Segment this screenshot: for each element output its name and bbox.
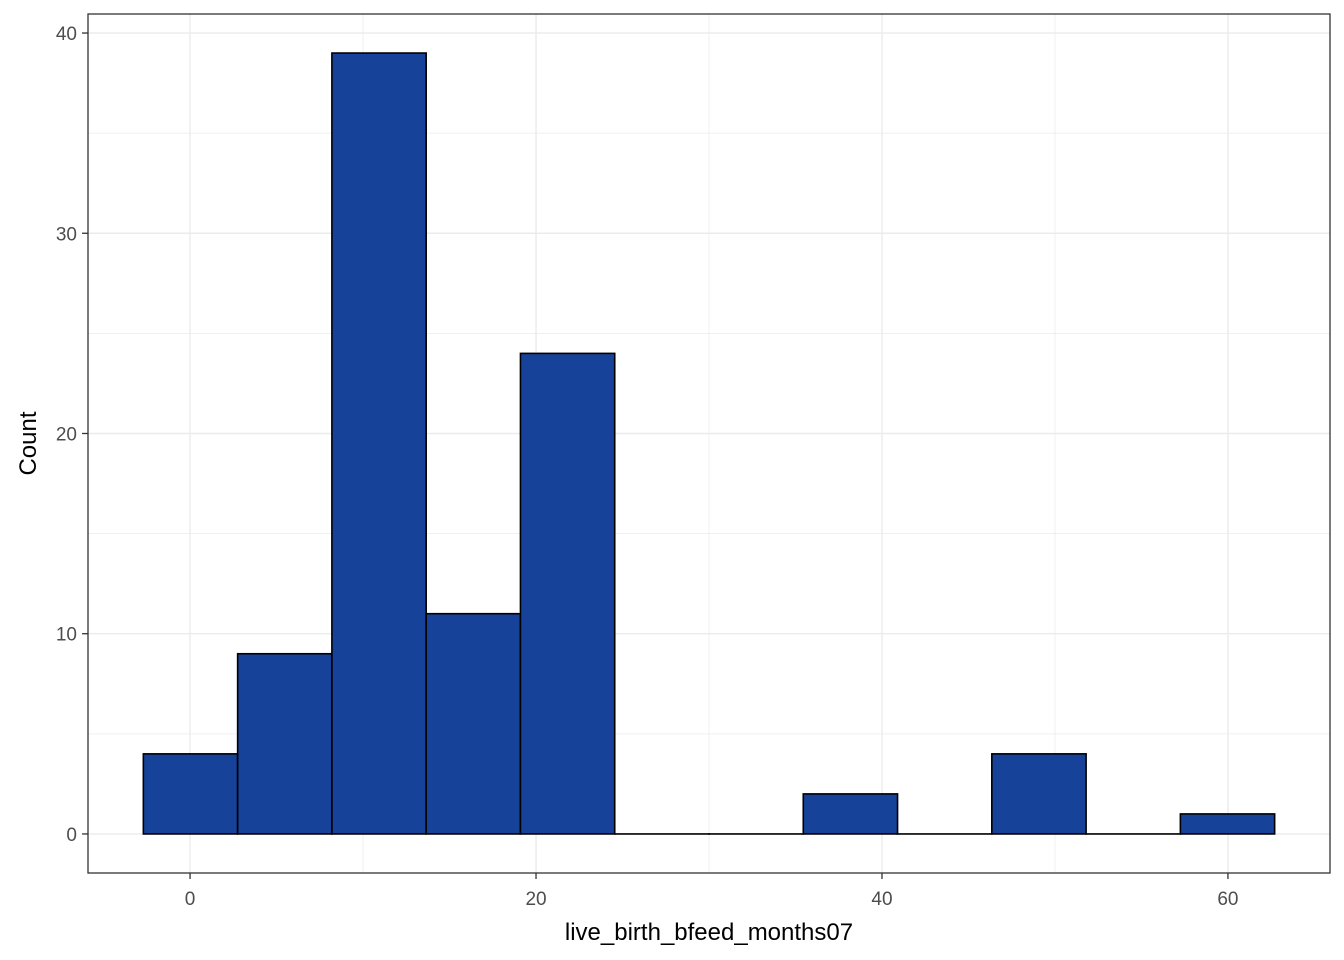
y-tick-label: 30: [56, 224, 77, 245]
histogram-bar-0: [142, 753, 239, 835]
x-tick-label: 60: [1217, 889, 1238, 910]
x-tick-label: 0: [185, 889, 196, 910]
histogram-bar-2: [331, 52, 427, 835]
histogram-bar-7: [802, 793, 899, 835]
y-axis-title: Count: [15, 411, 42, 475]
histogram-bar-4: [519, 352, 616, 835]
x-tick-label: 40: [871, 889, 892, 910]
y-tick-label: 10: [56, 625, 77, 646]
histogram-bars: [142, 52, 1276, 835]
x-tick-label: 20: [525, 889, 546, 910]
histogram-bar-11: [1179, 813, 1276, 835]
panel-border: [87, 13, 1331, 874]
y-tick-label: 40: [56, 24, 77, 45]
histogram-bar-1: [236, 652, 333, 835]
histogram-bar-9: [991, 753, 1087, 835]
y-tick-label: 20: [56, 424, 77, 445]
y-tick-label: 0: [66, 825, 77, 846]
x-axis-title: live_birth_bfeed_months07: [565, 919, 853, 946]
x-axis-ticks: 0 20 40 60: [185, 873, 1239, 910]
y-axis-ticks: 0 10 20 30 40: [56, 24, 88, 846]
histogram-bar-3: [425, 612, 522, 835]
